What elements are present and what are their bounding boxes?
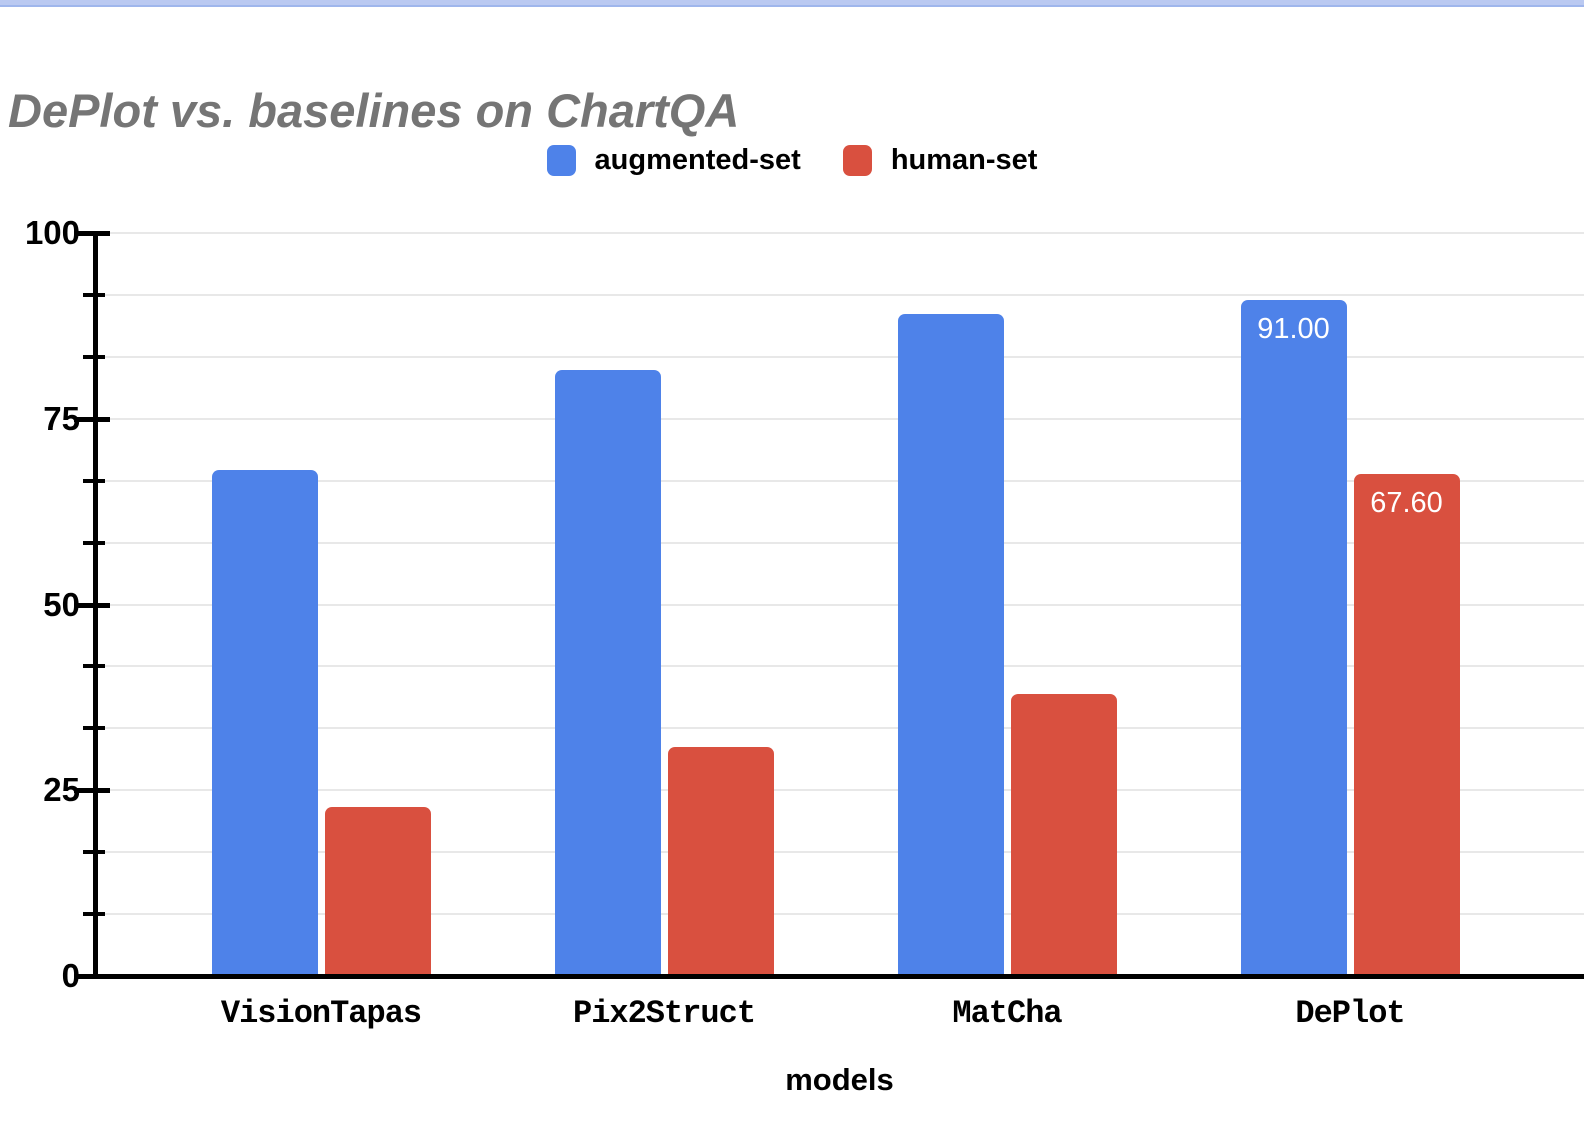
y-axis-minor-tick: [83, 664, 105, 669]
x-category-label: DePlot: [1295, 995, 1405, 1032]
gridline: [95, 355, 1584, 358]
bar-augmented-set-MatCha: [897, 313, 1004, 976]
y-axis-tick-label: 75: [43, 399, 80, 437]
gridline: [95, 665, 1584, 668]
gridline: [95, 232, 1584, 234]
y-axis-major-tick: [74, 416, 110, 422]
y-axis-minor-tick: [83, 354, 105, 359]
y-axis-minor-tick: [83, 850, 105, 855]
y-axis-minor-tick: [83, 540, 105, 545]
y-axis-minor-tick: [83, 292, 105, 297]
chart-title: DePlot vs. baselines on ChartQA: [8, 84, 740, 138]
gridline: [95, 479, 1584, 482]
y-axis-major-tick: [74, 231, 110, 236]
window-top-strip: [0, 0, 1584, 7]
gridline: [95, 417, 1584, 420]
bar-value-label: 91.00: [1257, 312, 1330, 345]
legend-swatch-augmented-set: [546, 145, 576, 176]
x-category-label: VisionTapas: [220, 995, 422, 1032]
bar-human-set-DePlot: [1353, 473, 1460, 976]
bar-human-set-VisionTapas: [324, 806, 431, 976]
gridline: [95, 603, 1584, 606]
gridline: [95, 789, 1584, 792]
y-axis-minor-tick: [83, 726, 105, 731]
legend-item-human-set: human-set: [842, 144, 1038, 177]
y-axis-major-tick: [74, 974, 110, 979]
gridline: [95, 293, 1584, 296]
y-axis-tick-label: 50: [43, 585, 80, 623]
x-axis-line: [74, 974, 1584, 979]
y-axis-tick-label: 0: [61, 957, 80, 994]
gridline: [95, 727, 1584, 730]
x-category-label: MatCha: [952, 995, 1062, 1032]
gridline: [95, 851, 1584, 854]
bar-augmented-set-DePlot: [1240, 299, 1347, 976]
gridline: [95, 541, 1584, 544]
y-axis-tick-label: 25: [43, 771, 80, 809]
chart-legend: augmented-set human-set: [0, 144, 1584, 177]
y-axis-major-tick: [74, 602, 110, 608]
bar-augmented-set-Pix2Struct: [554, 370, 661, 976]
y-axis-tick-label: 100: [24, 214, 80, 251]
legend-swatch-human-set: [842, 145, 872, 176]
legend-label: human-set: [890, 144, 1038, 176]
legend-item-augmented-set: augmented-set: [546, 144, 801, 177]
legend-label: augmented-set: [594, 144, 801, 176]
y-axis-major-tick: [74, 788, 110, 794]
gridline: [95, 913, 1584, 916]
y-axis-minor-tick: [83, 478, 105, 483]
x-category-label: Pix2Struct: [572, 995, 756, 1032]
bar-human-set-Pix2Struct: [667, 747, 774, 976]
x-axis-title: models: [785, 1062, 894, 1097]
y-axis-minor-tick: [83, 912, 105, 917]
bar-human-set-MatCha: [1010, 694, 1117, 976]
bar-augmented-set-VisionTapas: [211, 470, 318, 976]
bar-value-label: 67.60: [1370, 486, 1443, 519]
